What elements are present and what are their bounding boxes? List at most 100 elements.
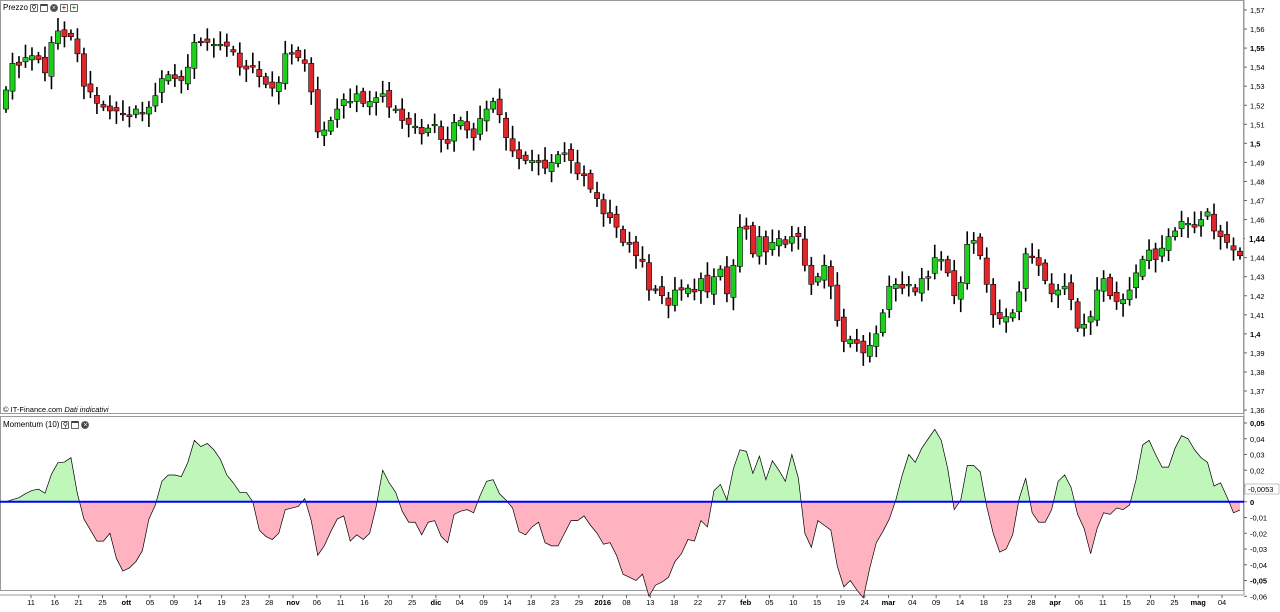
candle-up xyxy=(22,57,29,63)
price-panel-frame xyxy=(0,0,1244,414)
candle-down xyxy=(568,149,574,161)
close-icon[interactable]: × xyxy=(81,420,90,429)
candle-up xyxy=(412,125,419,129)
candle-up xyxy=(548,162,555,172)
x-tick-label: mag xyxy=(1190,598,1206,607)
candle-up xyxy=(490,101,497,110)
candle-up xyxy=(1159,247,1165,257)
candle-up xyxy=(347,101,354,104)
x-tick-label: 16 xyxy=(51,598,59,607)
candle-up xyxy=(1126,289,1133,300)
candle-up xyxy=(775,238,782,247)
candle-down xyxy=(269,81,276,89)
candle-down xyxy=(983,257,990,285)
candle-down xyxy=(516,149,522,159)
candle-down xyxy=(139,112,146,115)
candle-up xyxy=(1146,249,1152,261)
candle-up xyxy=(1178,221,1185,229)
candle-down xyxy=(678,287,685,291)
candle-up xyxy=(184,66,191,85)
candle-down xyxy=(87,83,94,93)
candle-down xyxy=(360,91,367,104)
candle-up xyxy=(561,152,568,155)
momentum-tick-label: -0,02 xyxy=(1250,529,1267,538)
price-tick-label: 1,52 xyxy=(1250,101,1265,110)
candle-up xyxy=(392,108,399,111)
candle-down xyxy=(113,107,120,112)
momentum-tick-label: -0,01 xyxy=(1250,514,1267,523)
candle-down xyxy=(496,98,503,116)
candle-down xyxy=(860,340,867,354)
candle-down xyxy=(107,105,113,112)
candle-up xyxy=(1204,211,1211,217)
candle-down xyxy=(1211,213,1217,232)
candle-down xyxy=(646,262,652,291)
candle-up xyxy=(145,106,152,115)
candle-down xyxy=(464,121,471,131)
candle-down xyxy=(535,160,542,163)
add-icon[interactable]: + xyxy=(69,3,78,12)
candle-down xyxy=(1113,292,1120,302)
candle-up xyxy=(152,95,159,107)
x-tick-label: 21 xyxy=(74,598,82,607)
candle-up xyxy=(1165,236,1172,251)
candle-up xyxy=(769,242,776,250)
x-tick-label: 11 xyxy=(337,598,345,607)
price-tick-label: 1,37 xyxy=(1250,387,1265,396)
candle-up xyxy=(353,93,360,102)
candle-down xyxy=(704,274,711,293)
candle-down xyxy=(607,212,613,218)
price-tick-label: 1,36 xyxy=(1250,406,1265,415)
candle-down xyxy=(120,112,126,116)
candle-up xyxy=(1120,299,1126,305)
candle-up xyxy=(366,101,373,108)
candle-up xyxy=(321,129,328,136)
candle-down xyxy=(639,258,646,262)
candle-down xyxy=(743,225,750,230)
candle-down xyxy=(652,288,659,291)
candle-up xyxy=(905,284,912,287)
candle-down xyxy=(197,40,204,44)
window-icon[interactable] xyxy=(39,3,48,12)
candle-up xyxy=(970,240,977,244)
momentum-y-axis: 0,050,040,030,020,010-0,01-0,02-0,03-0,0… xyxy=(1244,419,1267,601)
momentum-positive-area xyxy=(377,470,399,502)
window-icon[interactable] xyxy=(71,420,80,429)
candle-up xyxy=(340,99,347,106)
x-tick-label: 05 xyxy=(765,598,773,607)
candle-down xyxy=(236,52,243,68)
price-tick-label: 1,41 xyxy=(1250,311,1265,320)
price-last-value: 1,44 xyxy=(1249,235,1265,244)
x-tick-label: 15 xyxy=(1123,598,1131,607)
candle-up xyxy=(165,74,172,82)
price-tick-label: 1,48 xyxy=(1250,177,1265,186)
momentum-positive-area xyxy=(1130,435,1229,502)
x-tick-label: 06 xyxy=(1075,598,1083,607)
x-tick-label: 09 xyxy=(479,598,487,607)
x-tick-label: 06 xyxy=(313,598,321,607)
candle-down xyxy=(620,229,626,243)
candle-down xyxy=(912,287,919,293)
remove-icon[interactable]: + xyxy=(59,3,68,12)
price-tick-label: 1,39 xyxy=(1250,349,1265,358)
candle-down xyxy=(795,232,802,237)
candle-down xyxy=(691,288,698,293)
candle-down xyxy=(81,53,87,87)
momentum-tick-label: -0,06 xyxy=(1250,592,1267,601)
price-panel-title: Prezzo xyxy=(3,3,28,12)
x-tick-label: 25 xyxy=(98,598,106,607)
candle-down xyxy=(243,65,250,70)
wrench-icon[interactable]: ⚲ xyxy=(29,3,38,12)
candle-down xyxy=(977,236,984,257)
momentum-positive-area xyxy=(6,457,80,502)
wrench-icon[interactable]: ⚲ xyxy=(61,420,70,429)
x-tick-label: 09 xyxy=(170,598,178,607)
close-icon[interactable]: × xyxy=(49,3,58,12)
candle-down xyxy=(542,159,548,169)
candle-down xyxy=(308,63,315,93)
candle-up xyxy=(275,82,282,92)
candle-down xyxy=(204,38,211,43)
candle-down xyxy=(223,41,230,47)
